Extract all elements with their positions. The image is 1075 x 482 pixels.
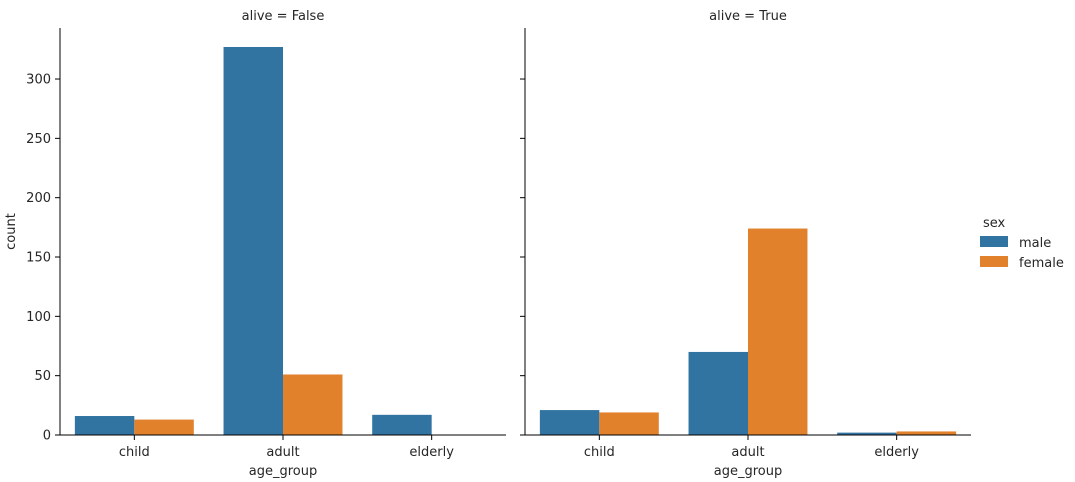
- y-tick-label: 300: [26, 73, 51, 88]
- bar-female-elderly: [896, 431, 957, 435]
- x-axis-label: age_group: [714, 464, 782, 479]
- legend-title: sex: [983, 216, 1006, 231]
- y-tick-label: 200: [26, 191, 51, 206]
- y-tick-label: 50: [34, 369, 51, 384]
- panel-title: alive = True: [709, 9, 787, 24]
- bar-male-elderly: [372, 414, 432, 435]
- x-tick-label-child: child: [584, 445, 615, 460]
- bar-female-child: [134, 419, 194, 435]
- bar-male-elderly: [837, 432, 897, 435]
- x-tick-label-elderly: elderly: [874, 445, 919, 460]
- bar-female-adult: [748, 228, 808, 435]
- panel-alive-false: 0 50 100 150 200 250 300 child adult elderly age_g…: [4, 9, 506, 479]
- bar-male-child: [74, 416, 135, 435]
- panel-alive-true: child adult elderly age_group alive = True: [520, 9, 971, 479]
- y-axis-label: count: [4, 213, 19, 250]
- bar-male-child: [539, 410, 600, 435]
- x-axis-label: age_group: [249, 464, 317, 479]
- bar-male-adult: [688, 351, 748, 435]
- x-tick-label-adult: adult: [266, 445, 299, 460]
- x-tick-label-adult: adult: [731, 445, 764, 460]
- bar-male-adult: [223, 46, 283, 436]
- y-tick-label: 100: [26, 310, 51, 325]
- legend-swatch-male: [980, 236, 1008, 247]
- legend-label-male: male: [1019, 236, 1051, 251]
- x-tick-label-elderly: elderly: [409, 445, 454, 460]
- panel-title: alive = False: [242, 9, 325, 24]
- legend: sex male female: [980, 216, 1064, 271]
- legend-label-female: female: [1019, 256, 1064, 271]
- bar-female-adult: [283, 374, 343, 435]
- bar-female-child: [599, 412, 659, 435]
- y-tick-label: 250: [26, 132, 51, 147]
- legend-swatch-female: [980, 256, 1008, 267]
- y-tick-label: 150: [26, 251, 51, 266]
- y-tick-label: 0: [43, 429, 51, 444]
- x-tick-label-child: child: [119, 445, 150, 460]
